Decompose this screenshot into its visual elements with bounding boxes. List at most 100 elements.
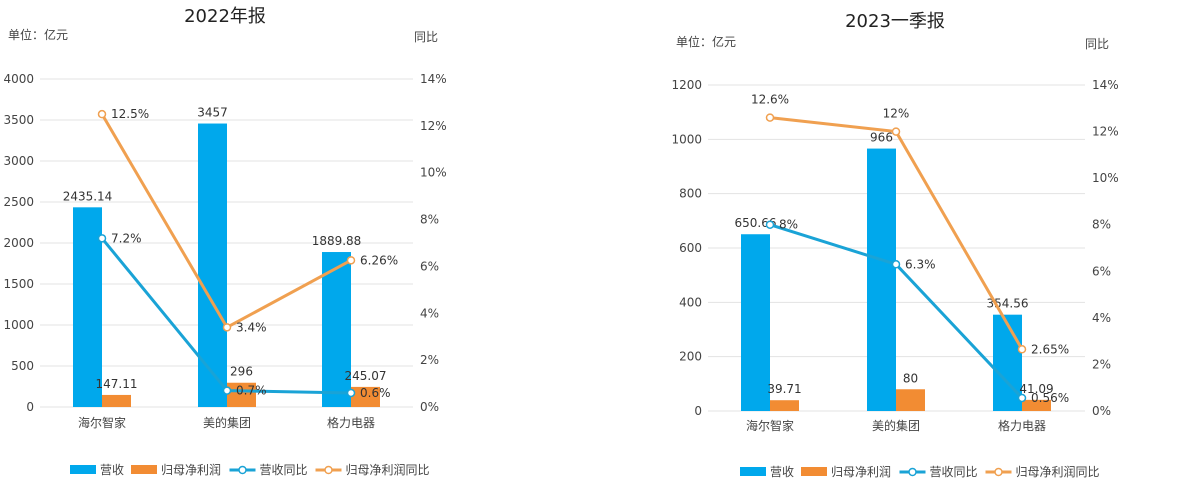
line-data-label: 12.6% <box>751 93 789 107</box>
right-tick-label: 6% <box>1092 264 1111 278</box>
legend-label: 营收 <box>770 465 794 479</box>
legend-label: 归母净利润同比 <box>1016 465 1100 479</box>
chart-title: 2023一季报 <box>845 11 945 32</box>
line-data-label: 0.7% <box>236 384 267 398</box>
category-label: 海尔智家 <box>746 418 794 433</box>
line-data-label: 12.5% <box>111 107 149 121</box>
legend-label: 营收同比 <box>260 463 308 477</box>
left-tick-label: 0 <box>694 404 702 418</box>
profit-bar <box>227 382 256 407</box>
left-tick-label: 1000 <box>671 132 702 146</box>
line-data-label: 3.4% <box>236 320 267 334</box>
right-axis-unit: 同比 <box>414 30 438 44</box>
left-tick-label: 3000 <box>3 154 34 168</box>
left-tick-label: 0 <box>26 400 34 414</box>
revenue-yoy-point <box>891 260 901 269</box>
profit-yoy-point <box>891 127 901 136</box>
bar-data-label: 1889.88 <box>312 234 362 248</box>
profit-bar <box>102 394 131 407</box>
legend-label: 归母净利润 <box>831 465 891 479</box>
left-axis-unit: 单位：亿元 <box>8 27 68 42</box>
left-tick-label: 1500 <box>3 277 34 291</box>
bar-data-label: 147.11 <box>96 377 138 391</box>
profit-yoy-point <box>97 109 107 119</box>
bar-data-label: 3457 <box>197 106 228 120</box>
revenue-yoy-point <box>1017 393 1027 403</box>
right-tick-label: 6% <box>420 259 439 273</box>
legend-swatch-bar <box>801 467 827 476</box>
left-tick-label: 1200 <box>671 78 702 92</box>
bar-data-label: 245.07 <box>345 369 387 383</box>
revenue-yoy-point <box>222 386 232 395</box>
legend-label: 归母净利润同比 <box>346 463 430 477</box>
right-tick-label: 4% <box>1092 311 1111 325</box>
right-tick-label: 12% <box>420 119 447 133</box>
revenue-bar <box>867 148 896 411</box>
left-tick-label: 2500 <box>3 195 34 209</box>
revenue-yoy-point <box>97 234 107 243</box>
right-tick-label: 0% <box>1092 404 1111 418</box>
right-tick-label: 8% <box>1092 218 1111 232</box>
right-tick-label: 8% <box>420 213 439 227</box>
left-tick-label: 600 <box>679 241 702 255</box>
revenue-bar <box>322 252 351 407</box>
bar-data-label: 80 <box>903 371 918 385</box>
profit-bar <box>351 386 380 407</box>
right-tick-label: 10% <box>420 166 447 180</box>
bar-data-label: 650.66 <box>735 216 777 230</box>
profit-yoy-point <box>346 256 356 265</box>
line-data-label: 8% <box>779 218 798 232</box>
profit-bar <box>896 389 925 411</box>
legend-label: 归母净利润 <box>161 463 221 477</box>
legend-label: 营收同比 <box>930 465 978 479</box>
revenue-yoy-point <box>765 220 775 229</box>
legend-marker-icon <box>908 467 917 477</box>
right-tick-label: 0% <box>420 400 439 414</box>
legend-label: 营收 <box>100 463 124 477</box>
revenue-bar <box>741 234 770 411</box>
revenue-yoy-point <box>346 388 356 398</box>
left-tick-label: 2000 <box>3 236 34 250</box>
bar-data-label: 39.71 <box>767 382 801 396</box>
line-data-label: 12% <box>883 107 910 121</box>
profit-yoy-point <box>765 113 775 122</box>
revenue-bar <box>198 123 227 407</box>
category-label: 海尔智家 <box>78 415 126 430</box>
line-data-label: 2.65% <box>1031 342 1069 356</box>
legend-swatch-bar <box>70 465 96 474</box>
legend-swatch-bar <box>740 467 766 476</box>
category-label: 格力电器 <box>998 418 1046 433</box>
right-tick-label: 2% <box>1092 357 1111 371</box>
line-data-label: 6.26% <box>360 253 398 267</box>
profit-yoy-point <box>1017 345 1027 354</box>
bar-data-label: 296 <box>230 365 253 379</box>
line-data-label: 0.56% <box>1031 391 1069 405</box>
category-label: 美的集团 <box>203 415 251 430</box>
line-data-label: 6.3% <box>905 257 936 271</box>
line-data-label: 7.2% <box>111 231 142 245</box>
line-data-label: 0.6% <box>360 386 391 400</box>
right-axis-unit: 同比 <box>1085 37 1109 51</box>
left-tick-label: 400 <box>679 295 702 309</box>
left-axis-unit: 单位：亿元 <box>676 34 736 49</box>
right-tick-label: 14% <box>1092 78 1119 92</box>
profit-bar <box>770 400 799 411</box>
legend: 营收 归母净利润 营收同比 归母净利润同比 <box>70 463 430 477</box>
legend-swatch-bar <box>131 465 157 474</box>
revenue-bar <box>993 314 1022 411</box>
left-tick-label: 1000 <box>3 318 34 332</box>
bar-data-label: 41.09 <box>1019 382 1053 396</box>
bar-data-label: 966 <box>870 131 893 145</box>
left-tick-label: 800 <box>679 187 702 201</box>
right-tick-label: 2% <box>420 353 439 367</box>
bar-data-label: 2435.14 <box>63 189 113 203</box>
right-tick-label: 10% <box>1092 171 1119 185</box>
left-tick-label: 200 <box>679 350 702 364</box>
revenue-bar <box>73 207 102 407</box>
profit-yoy-point <box>222 323 232 332</box>
legend-marker-icon <box>238 465 247 475</box>
legend: 营收 归母净利润 营收同比 归母净利润同比 <box>740 465 1100 479</box>
